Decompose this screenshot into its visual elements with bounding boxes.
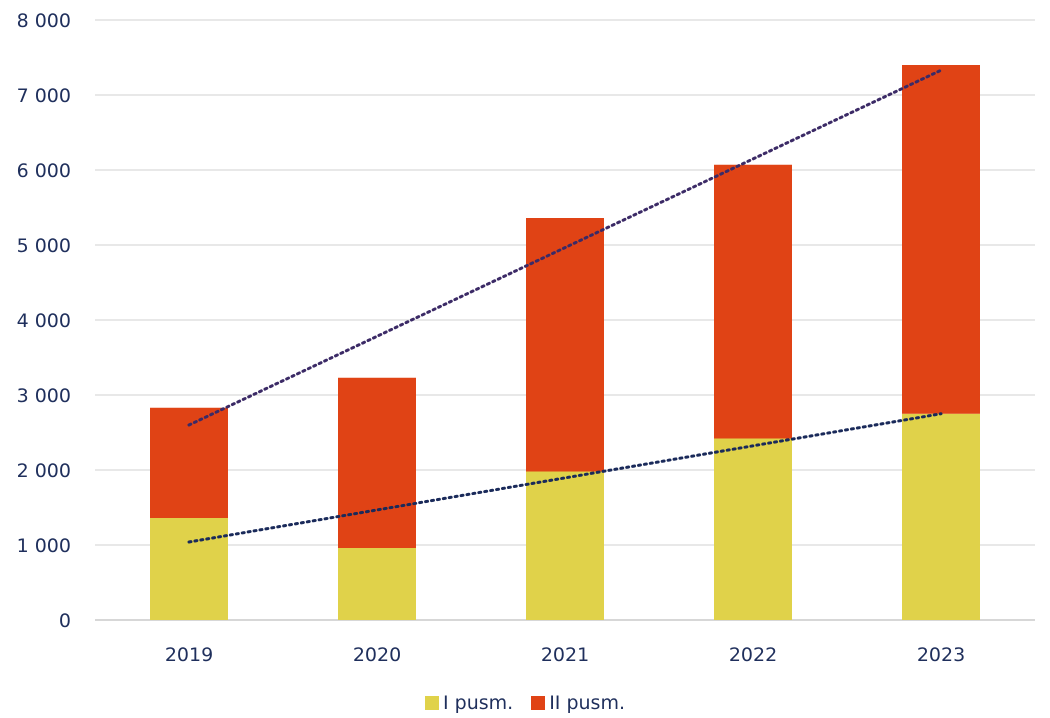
- bar-series-2: [526, 218, 604, 472]
- x-tick-label: 2021: [541, 644, 589, 666]
- legend-item-series-2: II pusm.: [531, 692, 625, 714]
- trendline-2: [187, 68, 943, 427]
- y-tick-label: 7 000: [17, 85, 71, 107]
- y-tick-label: 2 000: [17, 460, 71, 482]
- legend-label-series-2: II pusm.: [549, 692, 625, 714]
- x-tick-label: 2023: [917, 644, 965, 666]
- y-axis: 0 1 000 2 000 3 000 4 000 5 000 6 000 7 000 8 00…: [17, 10, 71, 632]
- x-tick-label: 2022: [729, 644, 777, 666]
- bar-series-1: [902, 413, 980, 620]
- y-tick-label: 4 000: [17, 310, 71, 332]
- y-tick-label: 6 000: [17, 160, 71, 182]
- bars: [150, 65, 980, 620]
- bar-series-2: [714, 164, 792, 439]
- trendlines: [187, 68, 943, 544]
- y-tick-label: 0: [59, 610, 71, 632]
- bar-series-1: [338, 548, 416, 620]
- y-tick-label: 1 000: [17, 535, 71, 557]
- y-tick-label: 5 000: [17, 235, 71, 257]
- legend-swatch-series-2: [531, 696, 546, 710]
- bar-series-1: [526, 471, 604, 620]
- bar-series-1: [150, 518, 228, 620]
- x-tick-label: 2019: [165, 644, 213, 666]
- legend-item-series-1: I pusm.: [425, 692, 513, 714]
- trendline-1: [187, 412, 943, 544]
- stacked-bar-chart: 0 1 000 2 000 3 000 4 000 5 000 6 000 7 000 8 00…: [17, 10, 1035, 666]
- y-tick-label: 8 000: [17, 10, 71, 32]
- bar-series-1: [714, 438, 792, 620]
- x-axis: 2019 2020 2021 2022 2023: [165, 644, 965, 666]
- bar-series-2: [338, 377, 416, 548]
- legend-swatch-series-1: [425, 696, 439, 710]
- legend-label-series-1: I pusm.: [443, 692, 514, 714]
- bar-series-2: [902, 65, 980, 414]
- x-tick-label: 2020: [353, 644, 401, 666]
- legend: I pusm. II pusm.: [0, 690, 1050, 716]
- y-tick-label: 3 000: [17, 385, 71, 407]
